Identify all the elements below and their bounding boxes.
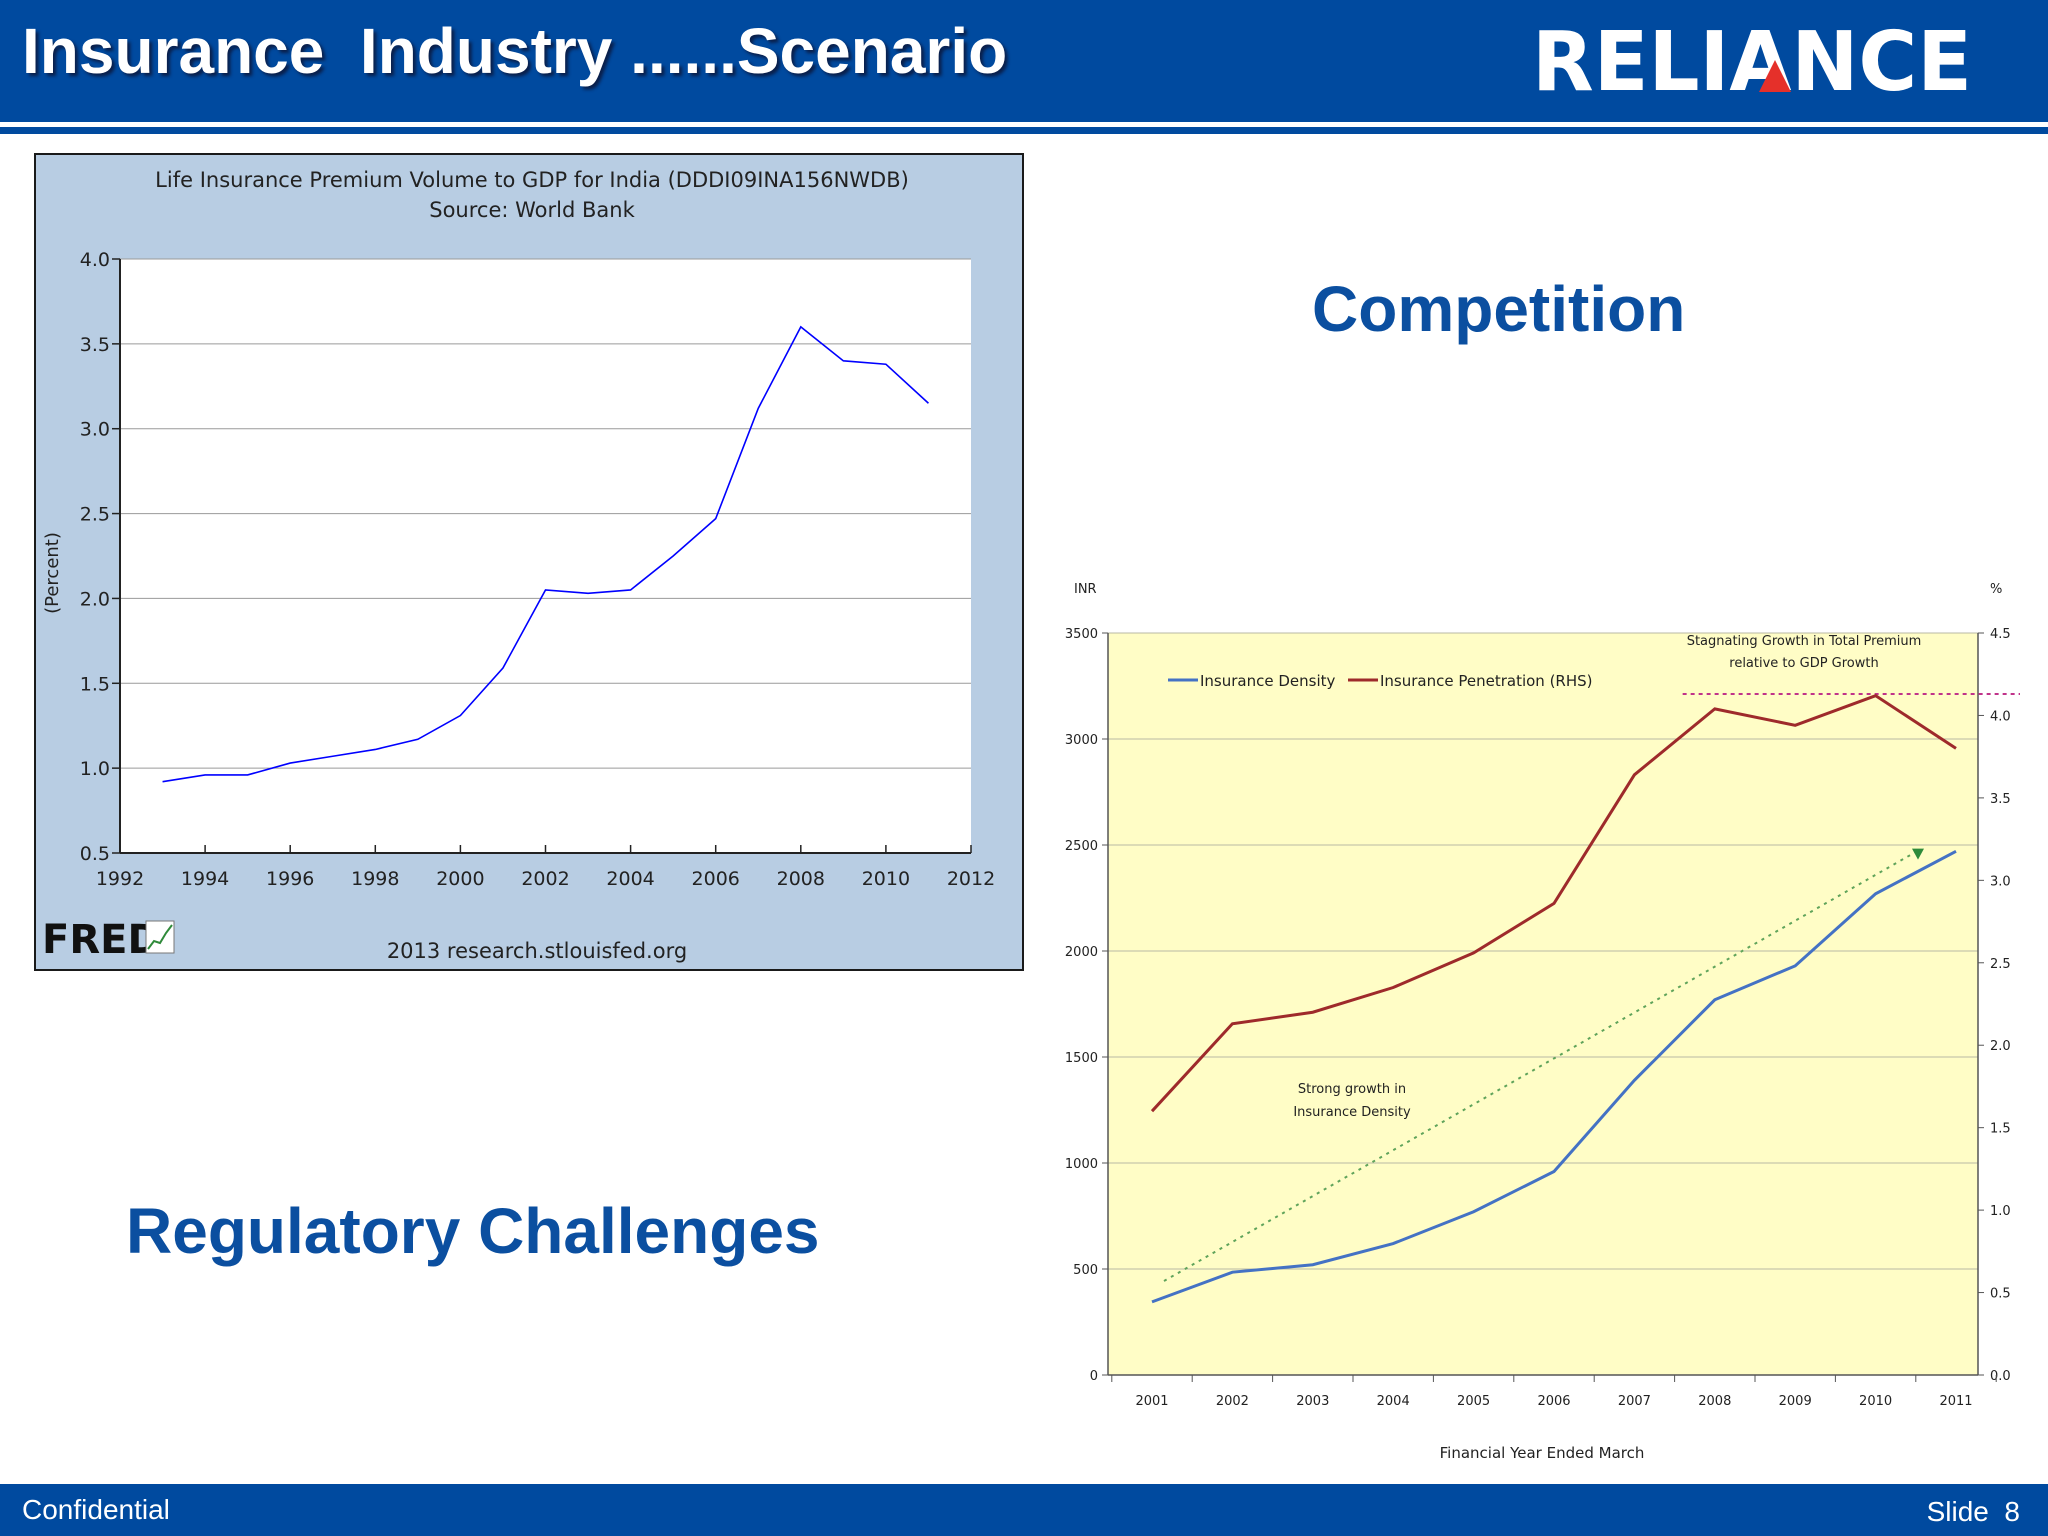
fred-y-tick-label: 1.5 bbox=[80, 673, 110, 695]
fred-x-tick-label: 2010 bbox=[862, 868, 910, 890]
header-rule-dark bbox=[0, 127, 2048, 134]
fred-x-tick-label: 1998 bbox=[351, 868, 399, 890]
right-y-tick-label: 4.5 bbox=[1990, 627, 2011, 642]
fred-y-tick-label: 3.0 bbox=[80, 419, 110, 441]
regulatory-heading: Regulatory Challenges bbox=[126, 1195, 820, 1267]
x-category-label: 2007 bbox=[1618, 1394, 1651, 1409]
footer-confidential: Confidential bbox=[22, 1494, 170, 1525]
fred-y-tick-label: 3.5 bbox=[80, 334, 110, 356]
density-series-line bbox=[1151, 850, 1957, 1304]
left-y-tick-label: 1000 bbox=[1065, 1157, 1098, 1172]
fred-logo: FRED bbox=[42, 917, 175, 963]
fred-logo-mini-chart-icon bbox=[145, 920, 175, 954]
fred-y-tick-label: 4.0 bbox=[80, 249, 110, 271]
fred-x-tick-label: 2008 bbox=[777, 868, 825, 890]
left-y-tick-label: 500 bbox=[1073, 1263, 1098, 1278]
x-category-label: 2006 bbox=[1537, 1394, 1570, 1409]
strong-growth-annotation-line2: Insurance Density bbox=[1293, 1105, 1411, 1120]
fred-chart-subtitle: Source: World Bank bbox=[429, 198, 635, 222]
fred-plot-area bbox=[120, 259, 971, 853]
left-y-tick-label: 1500 bbox=[1065, 1051, 1098, 1066]
slide-title: Insurance Industry ......Scenario bbox=[22, 15, 1008, 87]
x-category-label: 2003 bbox=[1296, 1394, 1329, 1409]
density-plot-area bbox=[1108, 633, 1978, 1375]
x-category-label: 2001 bbox=[1135, 1394, 1168, 1409]
right-y-tick-label: 2.0 bbox=[1990, 1039, 2011, 1054]
left-axis-unit: INR bbox=[1074, 582, 1097, 597]
left-y-tick-label: 2500 bbox=[1065, 839, 1098, 854]
fred-x-tick-label: 2012 bbox=[947, 868, 995, 890]
x-category-label: 2010 bbox=[1859, 1394, 1892, 1409]
density-legend: Insurance Density Insurance Penetration … bbox=[1168, 672, 1593, 690]
x-category-label: 2009 bbox=[1779, 1394, 1812, 1409]
fred-series-line bbox=[162, 325, 929, 783]
stagnating-annotation-line1: Stagnating Growth in Total Premium bbox=[1687, 634, 1922, 649]
density-trend-line bbox=[1163, 849, 1919, 1282]
fred-y-tick-label: 1.0 bbox=[80, 758, 110, 780]
competition-heading: Competition bbox=[1312, 273, 1686, 345]
fred-x-tick-label: 2004 bbox=[606, 868, 654, 890]
right-y-tick-label: 0.5 bbox=[1990, 1287, 2011, 1302]
left-y-tick-label: 2000 bbox=[1065, 945, 1098, 960]
stagnating-annotation-line2: relative to GDP Growth bbox=[1729, 656, 1878, 671]
legend-penetration-label: Insurance Penetration (RHS) bbox=[1380, 672, 1593, 690]
reliance-logo: RELIANCE bbox=[1532, 20, 1972, 100]
x-category-label: 2005 bbox=[1457, 1394, 1490, 1409]
fred-y-tick-label: 2.0 bbox=[80, 588, 110, 610]
footer-slide-label: Slide bbox=[1926, 1496, 1989, 1527]
right-y-tick-label: 4.0 bbox=[1990, 709, 2011, 724]
fred-x-tick-label: 2000 bbox=[436, 868, 484, 890]
fred-chart: Life Insurance Premium Volume to GDP for… bbox=[34, 153, 1024, 976]
slide-header: Insurance Industry ......Scenario RELIAN… bbox=[0, 0, 2048, 122]
fred-x-tick-label: 1992 bbox=[96, 868, 144, 890]
x-category-label: 2002 bbox=[1216, 1394, 1249, 1409]
fred-source-text: 2013 research.stlouisfed.org bbox=[387, 939, 687, 963]
right-y-tick-label: 0.0 bbox=[1990, 1369, 2011, 1384]
right-axis-unit: % bbox=[1990, 582, 2002, 597]
left-y-tick-label: 3000 bbox=[1065, 733, 1098, 748]
left-y-tick-label: 3500 bbox=[1065, 627, 1098, 642]
fred-logo-text: FRED bbox=[42, 917, 161, 963]
logo-text: RELIANCE bbox=[1532, 20, 1972, 100]
right-y-tick-label: 3.0 bbox=[1990, 874, 2011, 889]
strong-growth-annotation-line1: Strong growth in bbox=[1298, 1082, 1406, 1097]
header-rule-light bbox=[0, 122, 2048, 127]
density-x-axis-label: Financial Year Ended March bbox=[1440, 1444, 1645, 1462]
fred-y-tick-label: 0.5 bbox=[80, 843, 110, 865]
right-y-tick-label: 1.5 bbox=[1990, 1122, 2011, 1137]
fred-x-tick-label: 2006 bbox=[692, 868, 740, 890]
fred-x-tick-label: 1996 bbox=[266, 868, 314, 890]
logo-triangle-icon bbox=[1759, 60, 1791, 92]
footer-slide-indicator: Slide 8 bbox=[1927, 1496, 2020, 1528]
fred-y-tick-label: 2.5 bbox=[80, 504, 110, 526]
right-y-tick-label: 1.0 bbox=[1990, 1204, 2011, 1219]
fred-chart-title: Life Insurance Premium Volume to GDP for… bbox=[155, 168, 909, 192]
left-y-tick-label: 0 bbox=[1090, 1369, 1098, 1384]
fred-x-tick-label: 2002 bbox=[521, 868, 569, 890]
legend-density-label: Insurance Density bbox=[1200, 672, 1336, 690]
x-category-label: 2008 bbox=[1698, 1394, 1731, 1409]
right-y-tick-label: 2.5 bbox=[1990, 957, 2011, 972]
x-category-label: 2004 bbox=[1377, 1394, 1410, 1409]
density-penetration-chart: 0 500 1000 1500 2000 2500 3000 3500 0.0 0.5 1.0 1.5… bbox=[1060, 570, 2048, 1475]
right-y-tick-label: 3.5 bbox=[1990, 792, 2011, 807]
fred-x-tick-label: 1994 bbox=[181, 868, 229, 890]
slide-footer: Confidential Slide 8 bbox=[0, 1484, 2048, 1536]
footer-slide-number: 8 bbox=[2004, 1496, 2020, 1527]
penetration-series-line bbox=[1150, 693, 1957, 1113]
fred-y-axis-label: (Percent) bbox=[42, 532, 63, 614]
trend-arrow-icon bbox=[1912, 848, 1924, 860]
x-category-label: 2011 bbox=[1939, 1394, 1972, 1409]
